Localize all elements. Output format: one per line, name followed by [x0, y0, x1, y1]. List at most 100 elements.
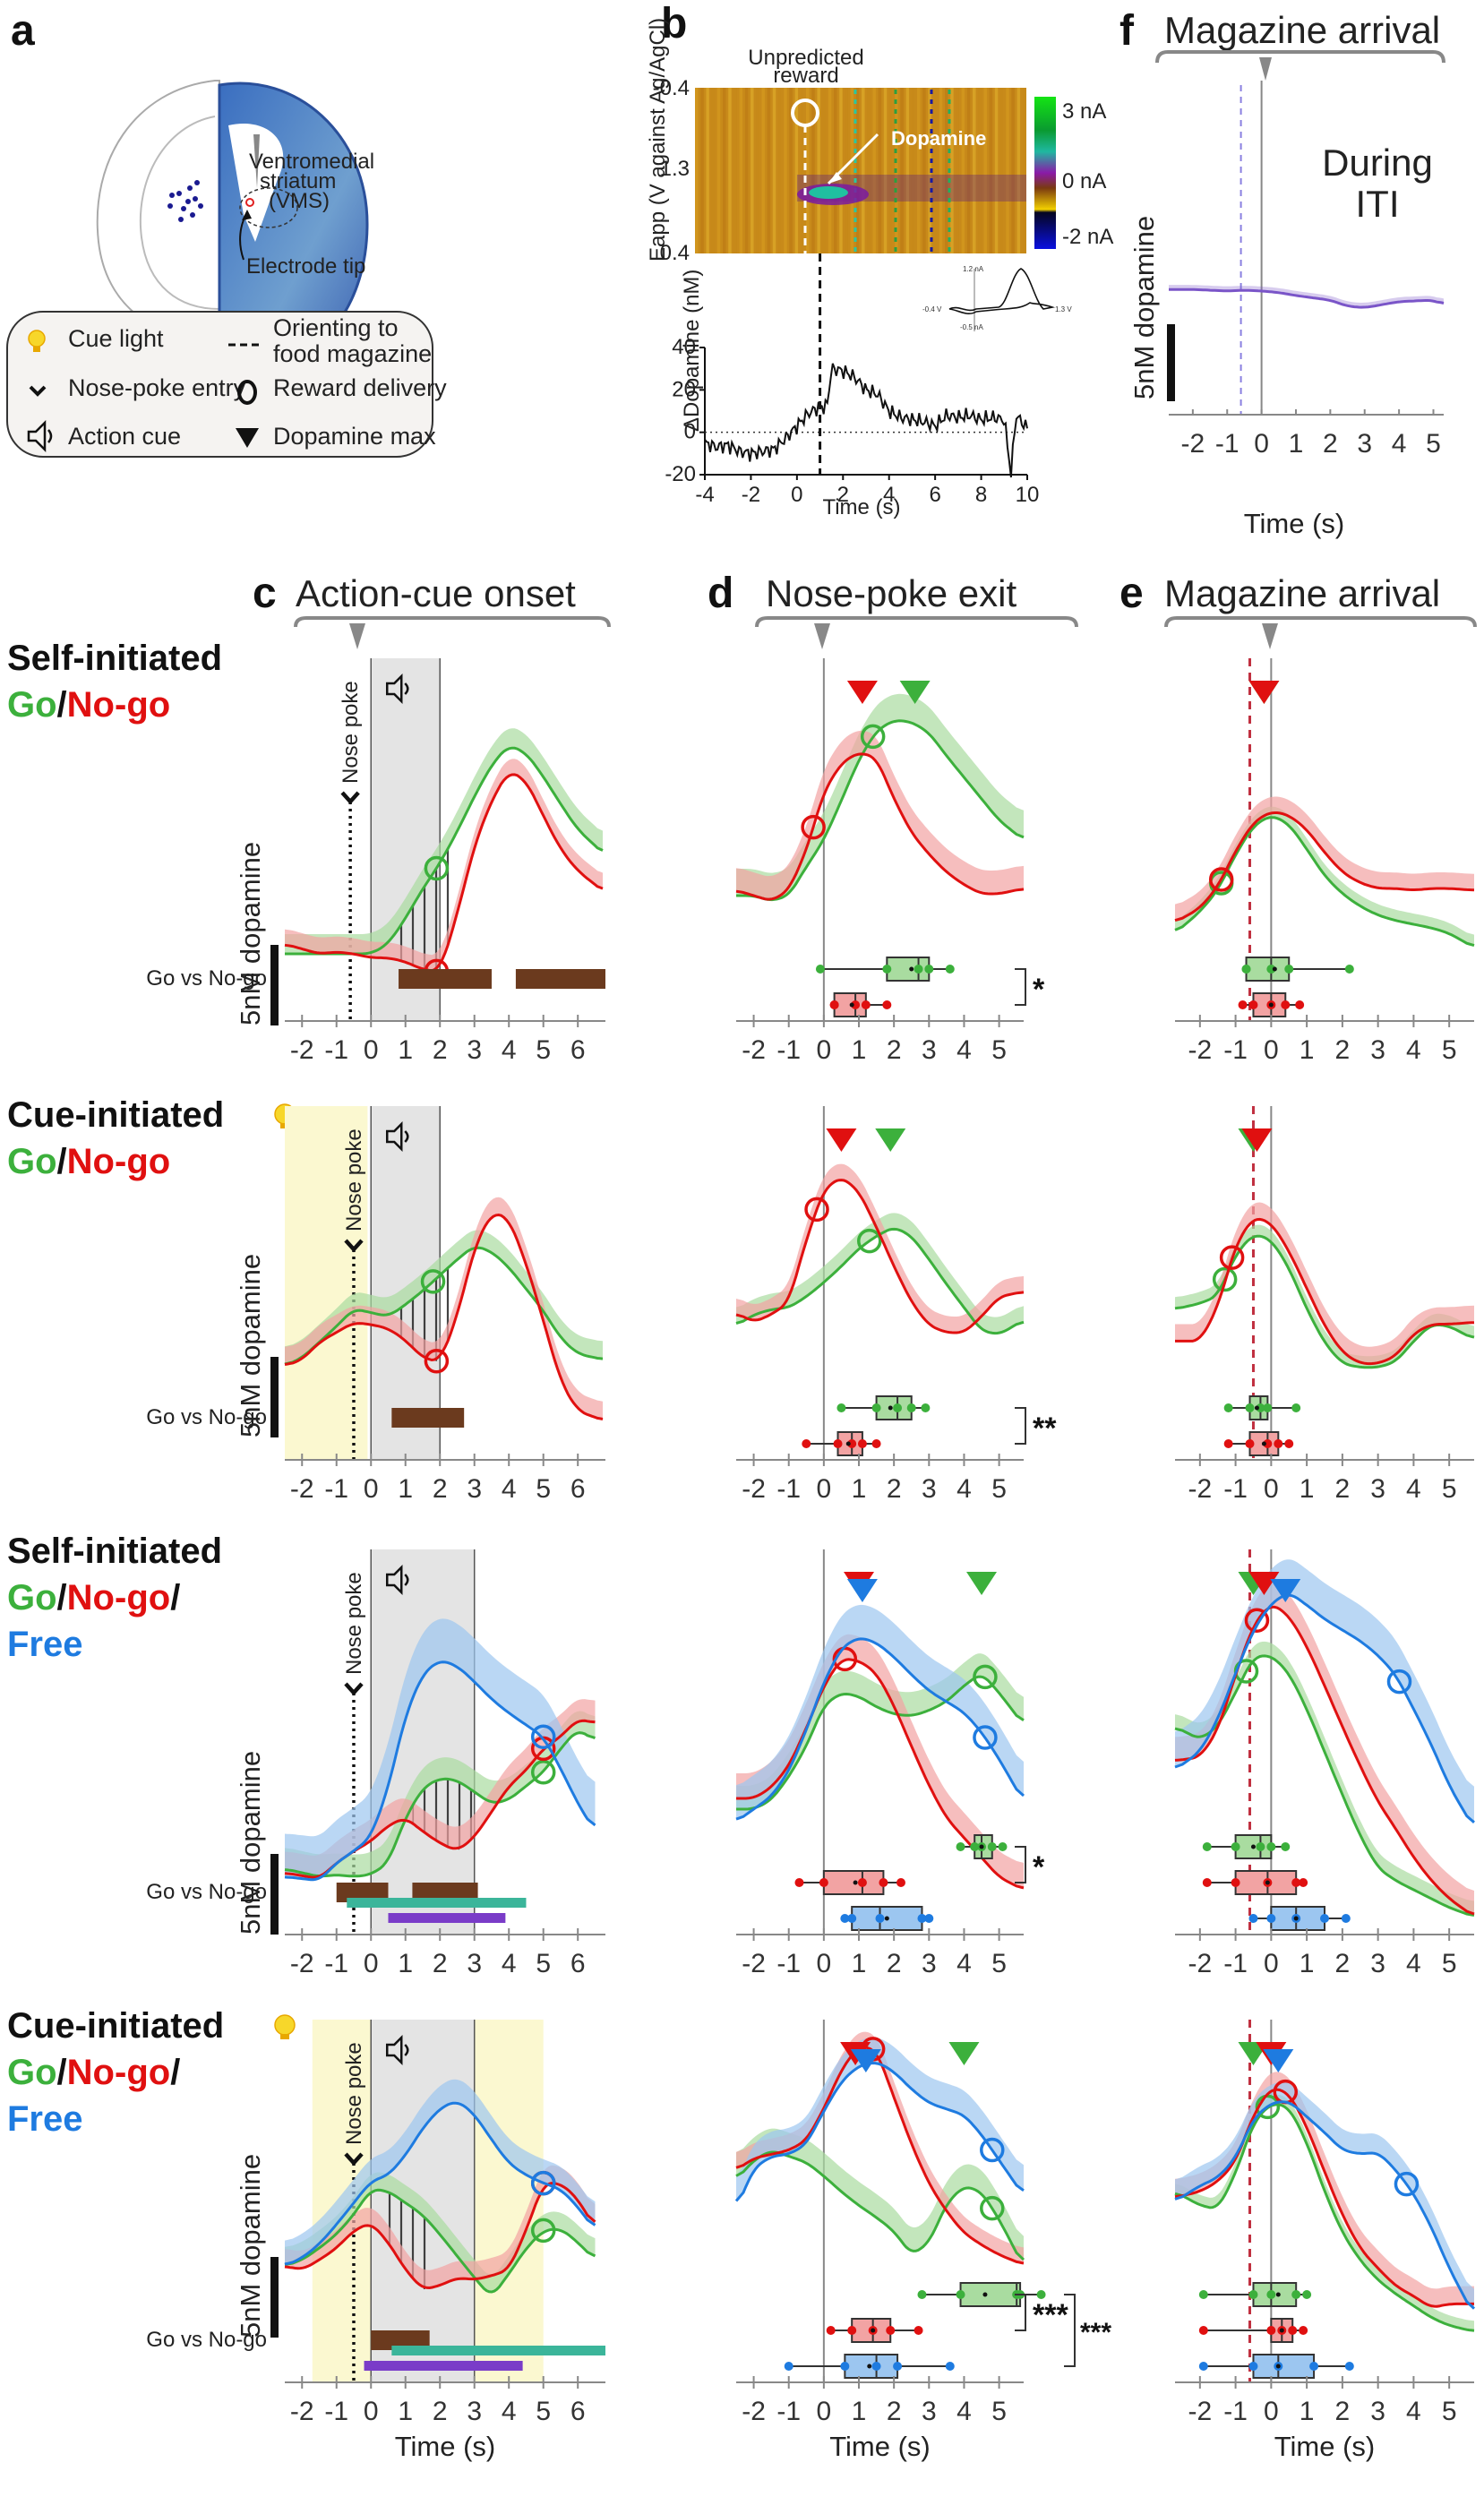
bulb-base: [280, 2034, 289, 2039]
x-tick-label: 0: [364, 2397, 379, 2426]
x-tick-label: -1: [776, 1474, 801, 1504]
series-line-nogo: [735, 2046, 1025, 2265]
x-tick-label: 2: [1335, 1474, 1351, 1504]
reward-marker-free: [1394, 2171, 1420, 2197]
x-tick-label: 1: [398, 1035, 413, 1065]
boxplot-go: [1241, 957, 1354, 982]
x-tick-label: -2: [1188, 2397, 1212, 2426]
data-point: [917, 1914, 927, 1923]
panel-c-title: Action-cue onset: [296, 572, 576, 614]
go-vs-nogo-label: Go vs No-go: [146, 1880, 267, 1904]
mean-point: [1254, 1405, 1259, 1411]
colorplot-stripe: [917, 88, 921, 253]
boxplot-go: [917, 2282, 1046, 2307]
sem-band-nogo: [736, 1634, 1024, 1888]
legend-dopamine-max: Dopamine max: [273, 423, 436, 450]
sem-band-go: [736, 693, 1024, 900]
boxplot-go: [836, 1395, 931, 1420]
series-line-free: [734, 2061, 1025, 2202]
significance-label: *: [1033, 973, 1045, 1007]
colorplot-stripe: [889, 88, 893, 253]
data-point: [871, 1439, 881, 1448]
data-point: [1245, 1403, 1255, 1412]
hatched-difference: [399, 837, 454, 972]
box: [1252, 2354, 1316, 2379]
data-point: [1256, 1842, 1265, 1851]
dopamine-max-marker-nogo: [846, 681, 878, 704]
ytick-b-top: -0.4: [653, 76, 690, 100]
data-point: [829, 1000, 839, 1009]
reward-marker-nogo: [804, 1197, 829, 1223]
colorplot-stripe: [1016, 88, 1021, 253]
speaker-wave: [404, 2044, 409, 2056]
colorplot-stripe: [700, 88, 704, 253]
data-point: [1344, 965, 1354, 974]
x-tick-label: 3: [1370, 1035, 1385, 1065]
data-point: [1245, 1439, 1255, 1448]
x-tick-label: 1: [1289, 429, 1304, 459]
x-tick-label: 5: [536, 2397, 551, 2426]
panel-label-d: d: [708, 570, 733, 617]
colorplot-stripe: [950, 88, 954, 253]
mean-point: [1275, 2364, 1281, 2369]
mean-point: [853, 1880, 858, 1885]
inset-label-current-max: 1.2 nA: [963, 265, 984, 273]
data-point: [871, 1403, 881, 1412]
significance-bracket: [1015, 1407, 1026, 1445]
condition-free: Free: [7, 1625, 83, 1664]
significance-bar-teal: [347, 1898, 527, 1908]
speaker-body: [385, 2034, 403, 2066]
separator: /: [170, 1578, 180, 1617]
x-tick-label: 5: [991, 1035, 1007, 1065]
data-point: [1241, 965, 1251, 974]
mean-point: [888, 1405, 893, 1411]
condition-free: Free: [7, 2099, 83, 2139]
panel-d-title: Nose-poke exit: [766, 572, 1016, 614]
dopamine-max-marker-nogo: [1248, 1572, 1280, 1595]
colorplot-stripe: [945, 88, 948, 253]
boxplot-nogo: [1198, 2318, 1308, 2343]
data-point: [847, 1914, 857, 1923]
speaker-icon: [385, 1564, 409, 1596]
x-tick-label: 4: [1406, 1035, 1421, 1065]
reward-marker-go: [530, 2218, 556, 2244]
data-point: [921, 1403, 931, 1412]
scale-bar: [270, 945, 279, 1025]
panel-f: f Magazine arrival During ITI -2 -1 0 1 2 3 4 5…: [1119, 7, 1445, 539]
data-point: [945, 965, 955, 974]
condition-go: Go: [7, 685, 57, 725]
data-point: [1309, 2362, 1319, 2371]
colorplot-stripe: [789, 88, 793, 253]
x-tick-label: 1: [1300, 1035, 1315, 1065]
colorplot-stripe: [706, 88, 709, 253]
x-tick-label: 2: [1335, 2397, 1351, 2426]
data-point: [1274, 1439, 1283, 1448]
colorplot-stripe: [939, 88, 943, 253]
data-point: [1263, 1403, 1273, 1412]
speaker-wave: [404, 1130, 409, 1143]
panel-label-a: a: [11, 7, 35, 55]
nose-poke-label: Nose poke: [339, 681, 363, 784]
annotation-unpredicted-reward-1: Unpredicted: [748, 46, 863, 70]
x-tick-label: 6: [570, 2397, 586, 2426]
brain-section-image: Ventromedial striatum (VMS) Electrode ti…: [96, 80, 374, 369]
data-point: [893, 1403, 903, 1412]
x-tick-label: 4: [502, 1474, 517, 1504]
colorplot-stripe: [867, 88, 871, 253]
chevron-down-icon: [340, 791, 360, 805]
series-line-nogo: [735, 1179, 1025, 1334]
data-point: [1263, 1439, 1273, 1448]
legend-reward-delivery: Reward delivery: [273, 374, 447, 401]
x-tick-label: 4: [1406, 1474, 1421, 1504]
x-tick-label: -2: [742, 2397, 766, 2426]
x-tick-label: -2: [742, 483, 760, 507]
data-point: [1284, 1439, 1294, 1448]
data-point: [840, 2362, 850, 2371]
data-point: [1302, 2290, 1312, 2299]
x-tick-label: 3: [467, 1949, 482, 1978]
data-point: [847, 1439, 857, 1448]
x-tick-label: 0: [1264, 1035, 1279, 1065]
significance-bar-gonogo: [391, 1408, 465, 1428]
boxplot-free: [1198, 2354, 1354, 2379]
